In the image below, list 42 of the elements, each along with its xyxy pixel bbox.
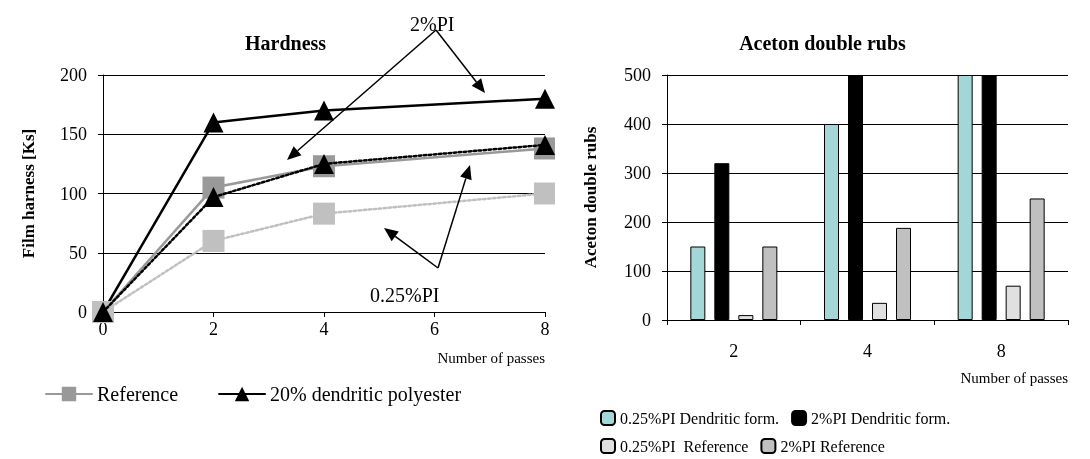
point: [314, 100, 334, 121]
x-axis-title: Number of passes: [437, 349, 546, 366]
y-axis-title: Film harness [Ks]: [19, 128, 38, 259]
x-axis-title: Number of passes: [960, 369, 1069, 386]
y-tick-label: 100: [624, 261, 651, 281]
y-tick-label: 300: [624, 163, 651, 183]
legend-label: 2%PI Reference: [780, 437, 885, 455]
y-tick-label: 200: [624, 212, 651, 232]
x-tick-label: 8: [996, 341, 1006, 361]
bar: [1005, 285, 1021, 320]
y-tick-label: 400: [624, 114, 651, 134]
y-tick-label: 100: [60, 183, 87, 204]
legend-label: Reference: [97, 383, 179, 405]
y-tick-label: 200: [60, 65, 87, 85]
point: [535, 88, 555, 109]
legend-label: 0.25%PI Dendritic form.: [620, 409, 780, 427]
x-tick-label: 6: [430, 319, 439, 339]
text: 2%PI: [410, 13, 455, 35]
legend-label: 2%PI Dendritic form.: [811, 409, 951, 427]
y-tick-label: 150: [60, 124, 87, 145]
chart-title: Hardness: [245, 32, 327, 54]
point: [534, 182, 555, 205]
legend-label: 0.25%PI Reference: [620, 437, 749, 455]
point: [203, 112, 224, 133]
x-tick-label: 8: [540, 319, 550, 339]
point: [535, 134, 555, 155]
y-tick-label: 500: [624, 65, 651, 85]
bar: [872, 302, 887, 320]
annotation: 0.25%PI: [370, 284, 440, 306]
y-tick-label: 50: [69, 242, 87, 263]
bar: [738, 315, 754, 320]
y-tick-label: 0: [78, 302, 87, 322]
x-tick-label: 2: [729, 341, 739, 361]
x-tick-label: 4: [319, 319, 329, 339]
legend-label: 20% dendritic polyester: [270, 383, 462, 406]
point: [202, 229, 225, 252]
x-tick-label: 4: [863, 341, 872, 361]
point: [203, 187, 224, 208]
chart-title: Aceton double rubs: [739, 32, 907, 54]
x-tick-label: 2: [209, 319, 218, 339]
point: [313, 202, 335, 225]
y-axis-title: Aceton double rubs: [581, 126, 600, 269]
